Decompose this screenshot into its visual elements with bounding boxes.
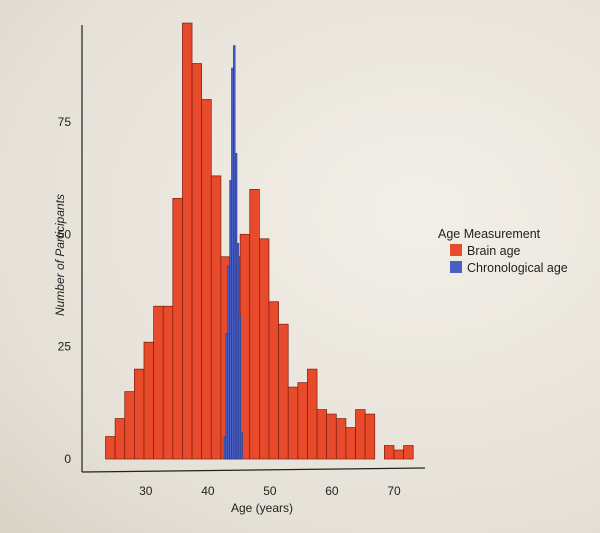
bar-chronological-age <box>236 243 240 460</box>
y-axis-title: Number of Participants <box>53 194 67 316</box>
y-tick-label: 25 <box>58 340 72 354</box>
bar-brain-age <box>191 63 203 460</box>
x-tick-label: 70 <box>387 484 401 498</box>
legend-title: Age Measurement <box>438 227 541 241</box>
bar-brain-age <box>259 238 270 460</box>
bar-brain-age <box>182 22 193 460</box>
bar-brain-age <box>239 233 251 460</box>
legend-swatch-chronological-age <box>450 261 462 273</box>
bar-brain-age <box>355 409 366 460</box>
bar-brain-age <box>172 198 183 460</box>
bar-brain-age <box>105 436 116 460</box>
legend-label-brain-age: Brain age <box>467 244 521 258</box>
bar-chronological-age <box>238 314 241 460</box>
bar-chronological-age <box>234 153 238 460</box>
bar-chronological-age <box>233 45 236 460</box>
x-tick-label: 50 <box>263 484 277 498</box>
bar-brain-age <box>326 413 337 460</box>
bar-brain-age <box>201 99 212 460</box>
y-tick-label: 75 <box>58 115 72 129</box>
bar-brain-age <box>268 301 279 460</box>
bar-brain-age <box>134 368 145 460</box>
brain-age-bars <box>105 22 414 460</box>
bar-brain-age <box>210 175 222 460</box>
x-axis-line <box>81 467 426 473</box>
bar-brain-age <box>297 382 308 460</box>
bar-brain-age <box>316 409 328 460</box>
bar-chronological-age <box>229 180 232 460</box>
bar-brain-age <box>124 391 135 460</box>
y-tick-label: 0 <box>64 452 71 466</box>
bar-chronological-age <box>223 436 227 460</box>
bar-brain-age <box>403 445 414 460</box>
bar-brain-age <box>393 449 404 460</box>
bar-chronological-age <box>227 265 230 460</box>
y-tick-label: 50 <box>58 227 72 241</box>
bar-brain-age <box>335 418 347 460</box>
legend-swatch-brain-age <box>450 244 462 256</box>
chronological-age-bars <box>223 45 243 460</box>
bar-brain-age <box>249 189 260 460</box>
bar-brain-age <box>384 445 395 460</box>
legend-label-chronological-age: Chronological age <box>467 261 568 275</box>
bar-brain-age <box>143 341 154 460</box>
bar-brain-age <box>307 368 318 460</box>
bar-chronological-age <box>240 431 243 460</box>
bar-brain-age <box>345 427 356 460</box>
bar-brain-age <box>153 305 164 460</box>
x-tick-label: 60 <box>325 484 339 498</box>
legend: Age Measurement Brain age Chronological … <box>438 227 568 275</box>
bar-brain-age <box>114 418 126 460</box>
ticks: 30 40 50 60 70 0 25 50 75 <box>58 115 401 498</box>
bar-brain-age <box>278 323 289 460</box>
bar-brain-age <box>364 413 376 460</box>
bar-chronological-age <box>225 332 228 460</box>
x-tick-label: 30 <box>139 484 153 498</box>
bar-brain-age <box>287 386 299 460</box>
axes <box>81 25 426 473</box>
x-axis-title: Age (years) <box>231 501 293 515</box>
bar-brain-age <box>162 305 174 460</box>
x-tick-label: 40 <box>201 484 215 498</box>
bar-chronological-age <box>231 67 234 460</box>
